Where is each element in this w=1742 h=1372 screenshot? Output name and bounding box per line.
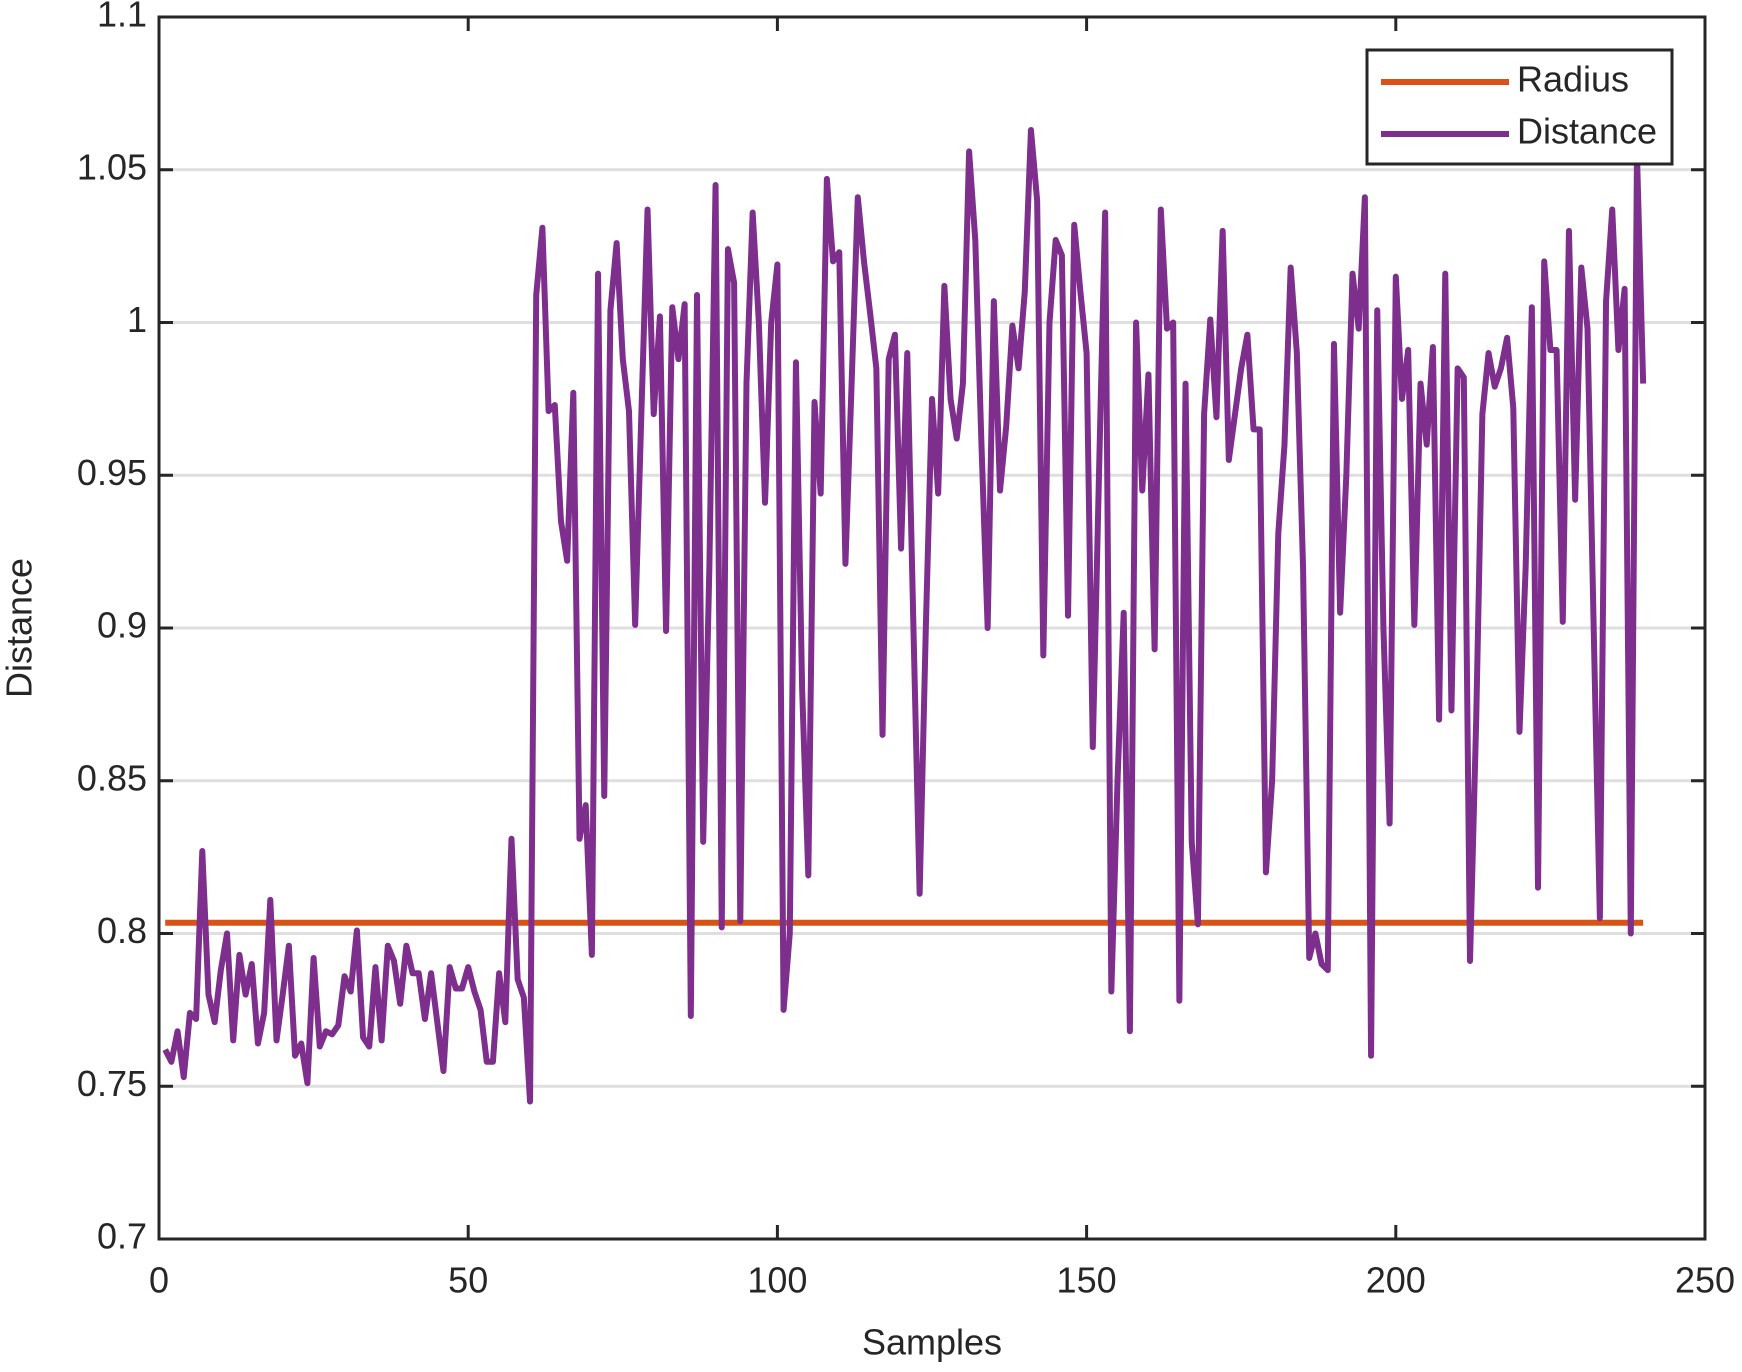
y-tick-label: 0.95 bbox=[77, 452, 147, 493]
x-tick-label: 100 bbox=[747, 1260, 807, 1301]
x-tick-label: 50 bbox=[448, 1260, 488, 1301]
data-line bbox=[162, 127, 1647, 1105]
x-axis-label: Samples bbox=[862, 1322, 1002, 1363]
y-tick-label: 0.8 bbox=[97, 910, 147, 951]
legend-label: Radius bbox=[1517, 59, 1629, 100]
y-tick-label: 1 bbox=[127, 299, 147, 340]
y-tick-label: 1.05 bbox=[77, 146, 147, 187]
y-tick-label: 0.9 bbox=[97, 605, 147, 646]
legend-box bbox=[1365, 48, 1674, 166]
legend-label: Distance bbox=[1517, 111, 1657, 152]
x-tick-label: 200 bbox=[1366, 1260, 1426, 1301]
y-tick-label: 1.1 bbox=[97, 0, 147, 35]
x-tick-label: 250 bbox=[1675, 1260, 1735, 1301]
plot-frame bbox=[157, 15, 1707, 1241]
x-tick-label: 150 bbox=[1057, 1260, 1117, 1301]
x-tick-label: 0 bbox=[149, 1260, 169, 1301]
y-axis-label: Distance bbox=[0, 558, 40, 698]
y-tick-label: 0.75 bbox=[77, 1063, 147, 1104]
y-tick-label: 0.85 bbox=[77, 757, 147, 798]
y-tick-label: 0.7 bbox=[97, 1216, 147, 1257]
